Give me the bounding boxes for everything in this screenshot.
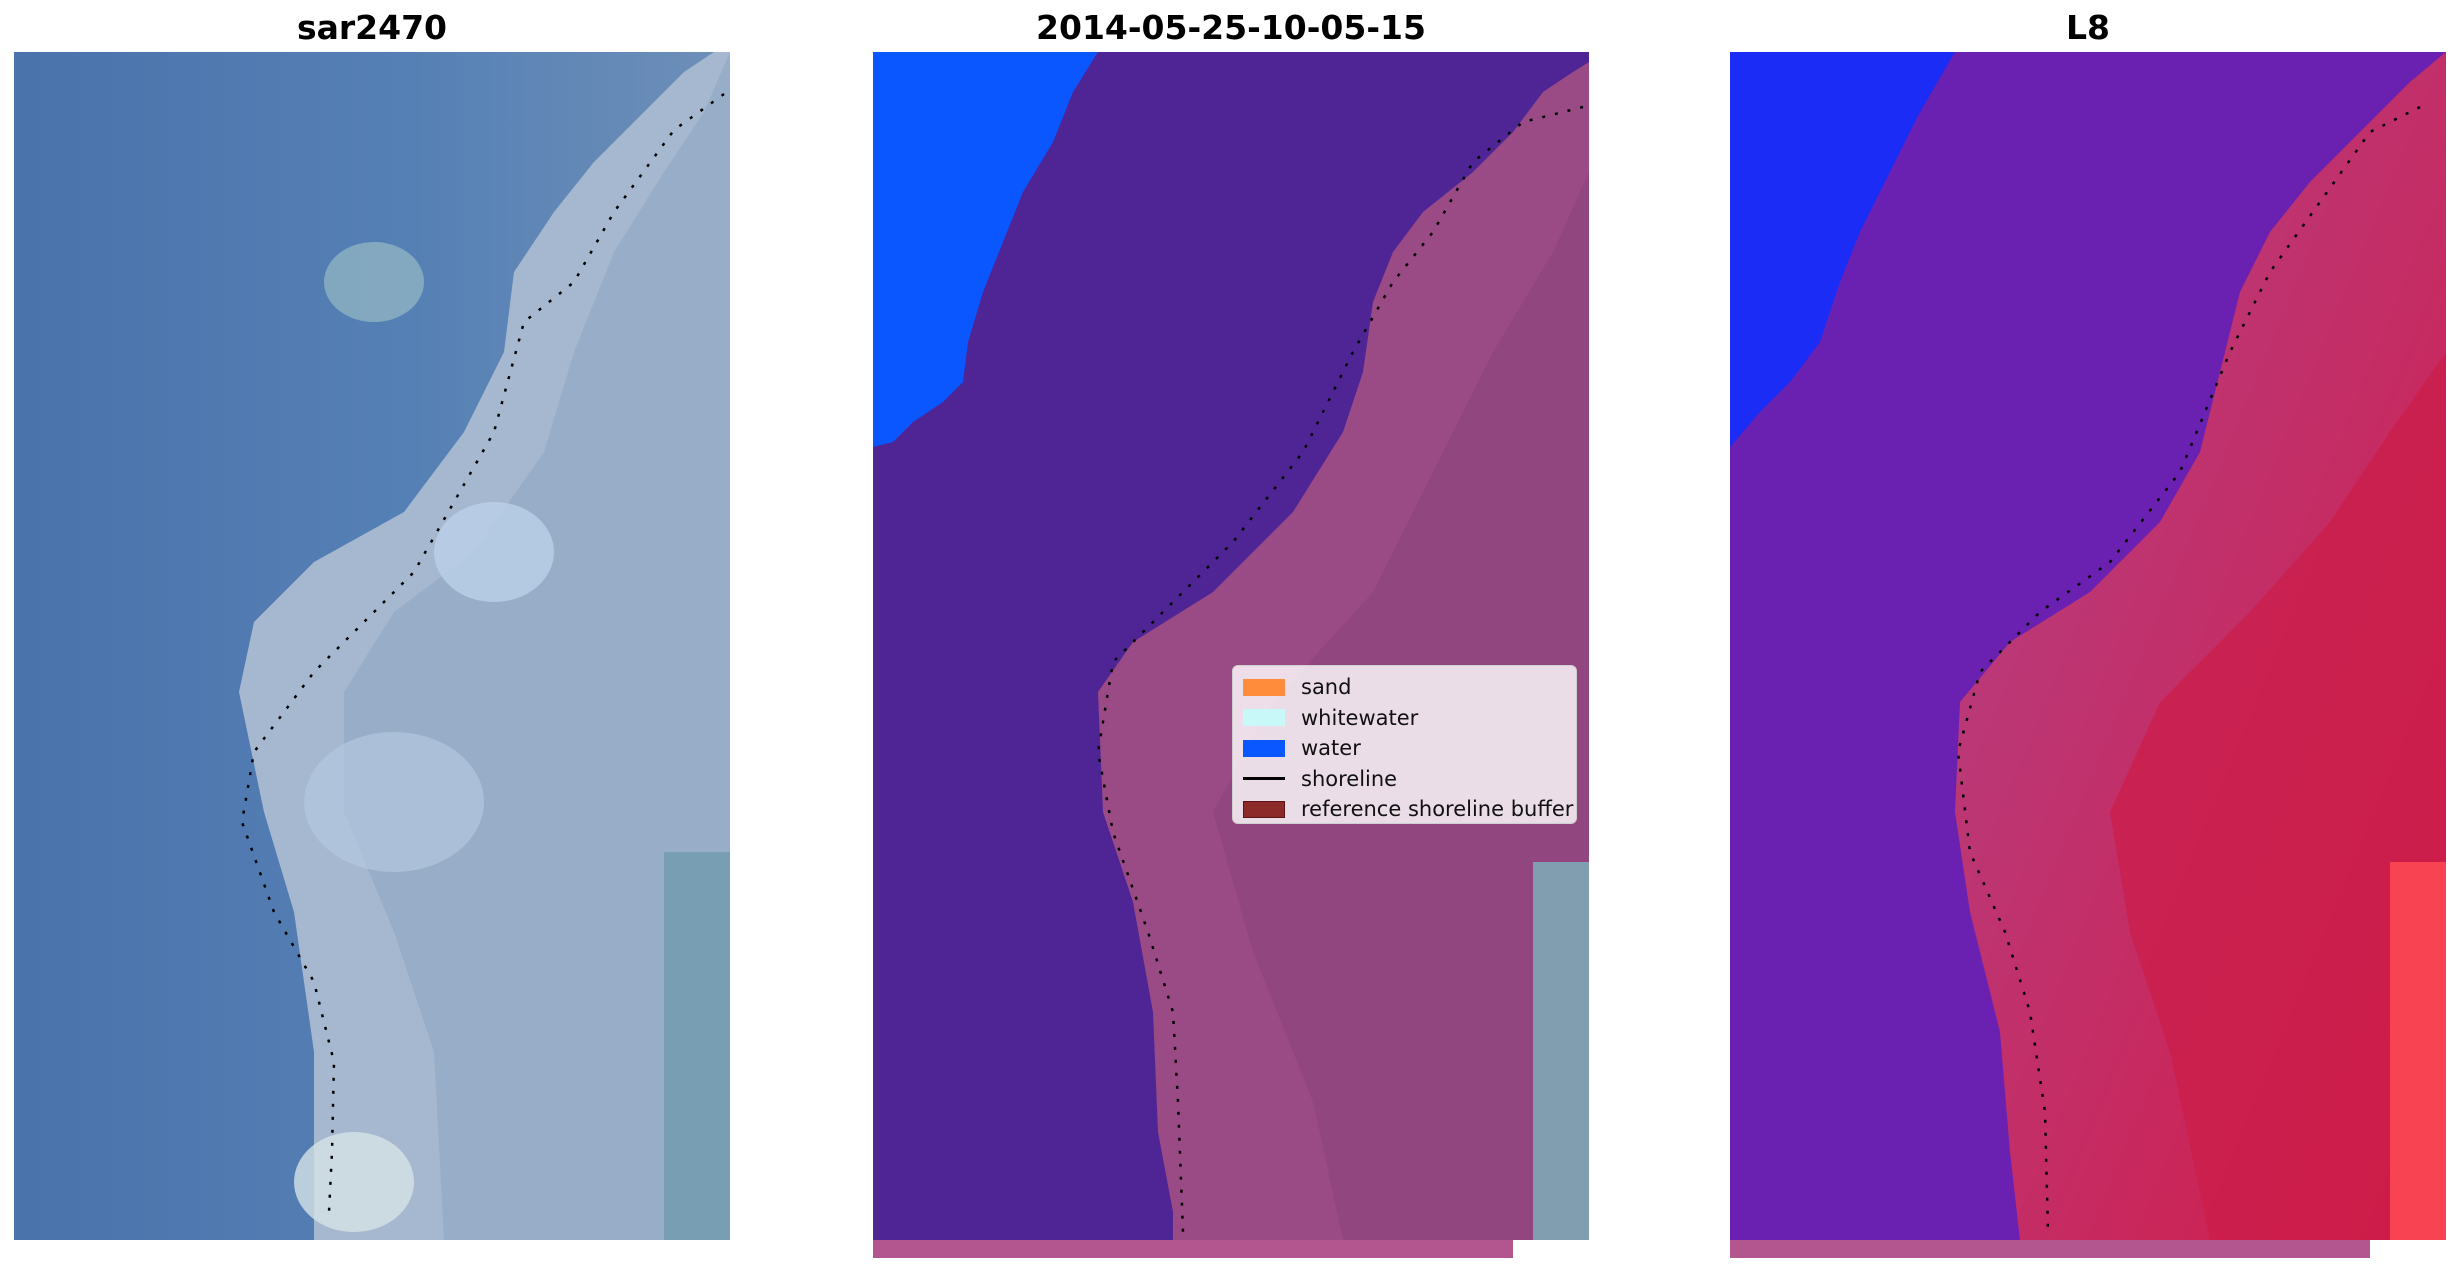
panel-title-rgb: sar2470 [296, 8, 448, 47]
shoreline-line [1956, 105, 2421, 1233]
legend-swatch-shoreline [1243, 777, 1285, 781]
legend-label: reference shoreline buffer [1301, 797, 1574, 822]
land-index-inner [2110, 352, 2446, 1240]
rgb-image-panel [14, 52, 730, 1240]
bright-patch [434, 502, 554, 602]
classified-image-panel [873, 52, 1589, 1258]
legend: sand whitewater water shoreline referenc… [1232, 665, 1577, 824]
land-texture [344, 52, 730, 1240]
legend-swatch-water [1243, 739, 1285, 757]
legend-label: shoreline [1301, 766, 1398, 791]
whitewater-strip [1533, 862, 1589, 1240]
bright-patch [304, 732, 484, 872]
legend-item-whitewater: whitewater [1243, 703, 1566, 734]
legend-item-sand: sand [1243, 672, 1566, 703]
bottom-band [1730, 1240, 2370, 1258]
legend-swatch-reference-buffer [1243, 800, 1285, 818]
right-edge-strip [664, 852, 730, 1240]
panel-title-classified: 2014-05-25-10-05-15 [1036, 8, 1426, 47]
legend-label: water [1301, 736, 1361, 761]
legend-item-shoreline: shoreline [1243, 764, 1566, 795]
legend-swatch-whitewater [1243, 709, 1285, 727]
shoreline-line [1096, 105, 1584, 1233]
legend-item-water: water [1243, 733, 1566, 764]
reference-shoreline-buffer [873, 1240, 1513, 1258]
panel-title-index: L8 [2066, 8, 2110, 47]
legend-swatch-sand [1243, 678, 1285, 696]
legend-label: sand [1301, 675, 1352, 700]
bright-strip [2390, 862, 2446, 1240]
index-image-panel [1730, 52, 2446, 1258]
bright-patch [324, 242, 424, 322]
water-class [873, 52, 1098, 447]
legend-label: whitewater [1301, 705, 1419, 730]
legend-item-reference-buffer: reference shoreline buffer [1243, 794, 1573, 825]
bright-patch [294, 1132, 414, 1232]
deep-water-index [1730, 52, 1955, 447]
